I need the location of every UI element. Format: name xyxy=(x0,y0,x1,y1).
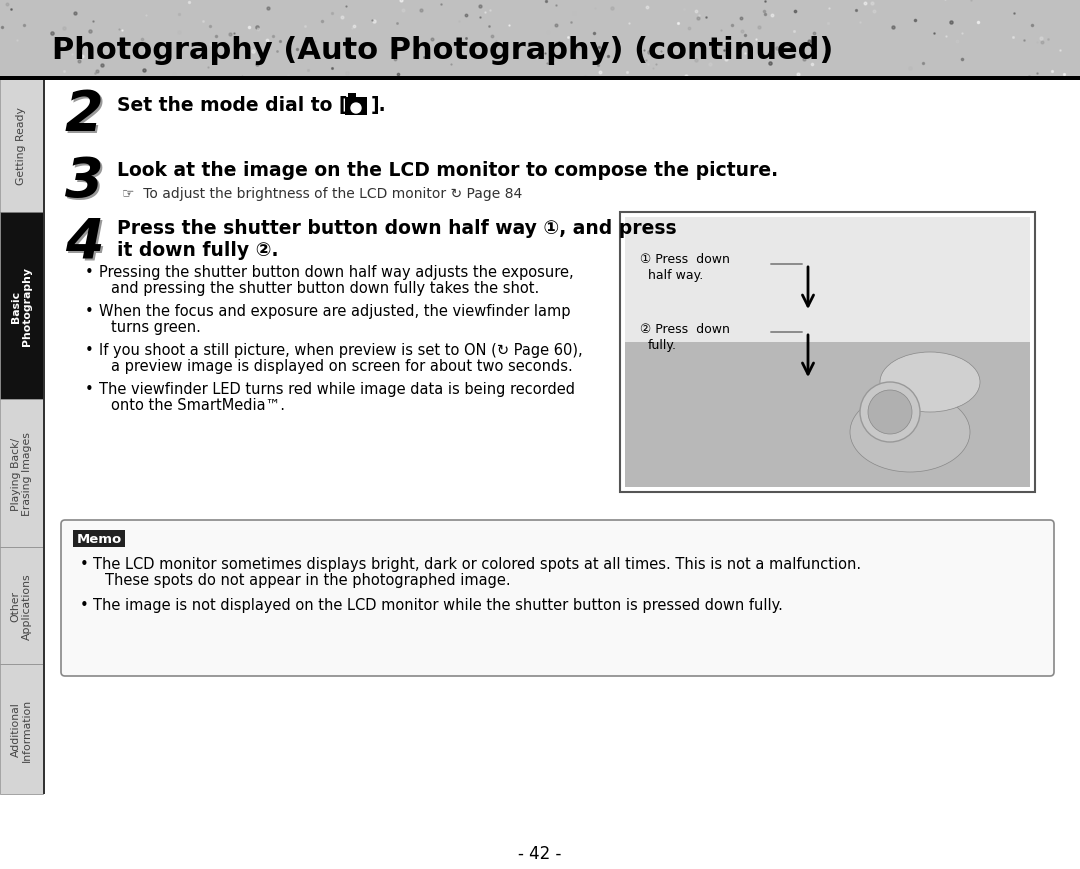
Circle shape xyxy=(868,390,912,434)
Text: When the focus and exposure are adjusted, the viewfinder lamp: When the focus and exposure are adjusted… xyxy=(99,303,570,319)
Ellipse shape xyxy=(850,393,970,473)
Bar xyxy=(620,213,1035,493)
Text: 2: 2 xyxy=(67,90,106,144)
Text: Memo: Memo xyxy=(77,533,122,546)
Bar xyxy=(348,94,356,99)
FancyBboxPatch shape xyxy=(60,521,1054,676)
Bar xyxy=(43,80,44,794)
Text: ].: ]. xyxy=(372,96,387,115)
Bar xyxy=(73,530,125,547)
Text: Other
Applications: Other Applications xyxy=(11,573,32,639)
Text: •: • xyxy=(85,381,94,396)
Text: Photography (Auto Photography) (continued): Photography (Auto Photography) (continue… xyxy=(52,36,834,65)
Bar xyxy=(625,218,1030,342)
Text: •: • xyxy=(85,303,94,319)
Text: Playing Back/
Erasing Images: Playing Back/ Erasing Images xyxy=(11,432,32,515)
Text: half way.: half way. xyxy=(648,269,703,282)
Text: ☞  To adjust the brightness of the LCD monitor ↻ Page 84: ☞ To adjust the brightness of the LCD mo… xyxy=(122,187,523,201)
Text: The image is not displayed on the LCD monitor while the shutter button is presse: The image is not displayed on the LCD mo… xyxy=(93,597,783,613)
Text: •: • xyxy=(85,265,94,280)
Text: a preview image is displayed on screen for about two seconds.: a preview image is displayed on screen f… xyxy=(111,359,572,374)
Text: If you shoot a still picture, when preview is set to ON (↻ Page 60),: If you shoot a still picture, when previ… xyxy=(99,342,582,357)
Text: •: • xyxy=(80,597,89,613)
Text: 3: 3 xyxy=(65,155,104,209)
Text: fully.: fully. xyxy=(648,339,677,352)
Bar xyxy=(0,400,43,547)
Text: Pressing the shutter button down half way adjusts the exposure,: Pressing the shutter button down half wa… xyxy=(99,265,573,280)
Bar xyxy=(625,218,1030,488)
Bar xyxy=(0,80,43,213)
Text: •: • xyxy=(80,556,89,571)
Text: Set the mode dial to [: Set the mode dial to [ xyxy=(117,96,348,115)
Text: 2: 2 xyxy=(65,88,104,142)
Text: These spots do not appear in the photographed image.: These spots do not appear in the photogr… xyxy=(105,573,511,587)
Text: and pressing the shutter button down fully takes the shot.: and pressing the shutter button down ful… xyxy=(111,282,539,296)
Text: Press the shutter button down half way ①, and press: Press the shutter button down half way ①… xyxy=(117,219,677,238)
Ellipse shape xyxy=(880,353,980,413)
Bar xyxy=(345,98,367,116)
Bar xyxy=(0,547,43,664)
Bar xyxy=(625,342,1030,488)
Text: The LCD monitor sometimes displays bright, dark or colored spots at all times. T: The LCD monitor sometimes displays brigh… xyxy=(93,556,861,571)
Circle shape xyxy=(860,382,920,442)
Text: ① Press  down: ① Press down xyxy=(640,253,730,266)
Text: •: • xyxy=(85,342,94,357)
Text: 3: 3 xyxy=(67,156,106,211)
Text: - 42 -: - 42 - xyxy=(518,844,562,862)
Text: Additional
Information: Additional Information xyxy=(11,698,32,760)
Bar xyxy=(0,77,1080,81)
Text: turns green.: turns green. xyxy=(111,320,201,335)
Text: onto the SmartMedia™.: onto the SmartMedia™. xyxy=(111,398,285,413)
Circle shape xyxy=(351,104,361,114)
Bar xyxy=(0,213,43,400)
Text: 4: 4 xyxy=(65,215,104,269)
Text: ② Press  down: ② Press down xyxy=(640,322,730,335)
Text: 4: 4 xyxy=(67,216,106,270)
Text: Look at the image on the LCD monitor to compose the picture.: Look at the image on the LCD monitor to … xyxy=(117,161,778,180)
Text: The viewfinder LED turns red while image data is being recorded: The viewfinder LED turns red while image… xyxy=(99,381,575,396)
Text: Basic
Photography: Basic Photography xyxy=(11,267,32,346)
Bar xyxy=(0,0,1080,78)
Text: it down fully ②.: it down fully ②. xyxy=(117,241,279,260)
Text: Getting Ready: Getting Ready xyxy=(16,108,27,185)
Bar xyxy=(0,664,43,794)
